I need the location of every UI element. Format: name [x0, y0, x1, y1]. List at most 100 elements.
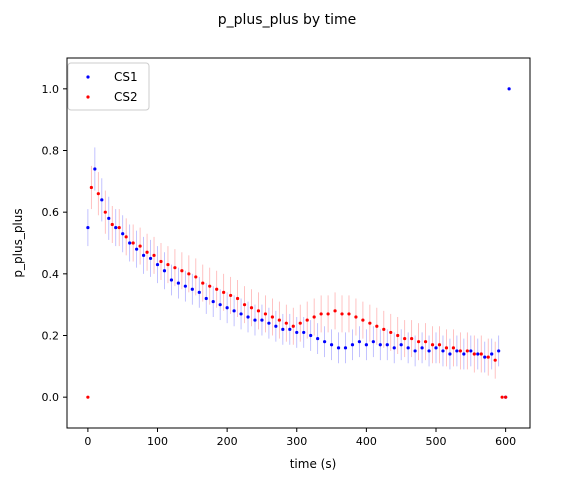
data-point-cs2 — [138, 244, 142, 248]
data-point-cs2 — [187, 272, 191, 276]
y-tick-label: 0.8 — [42, 145, 60, 158]
legend-label-cs1: CS1 — [114, 70, 138, 84]
data-point-cs1 — [253, 318, 257, 322]
data-point-cs1 — [183, 284, 187, 288]
data-point-cs1 — [204, 296, 208, 301]
data-point-cs2 — [312, 315, 316, 319]
data-point-cs2 — [430, 343, 435, 347]
data-point-cs1 — [483, 355, 487, 359]
data-point-cs1 — [455, 349, 459, 353]
data-point-cs1 — [316, 336, 320, 341]
data-point-cs2 — [493, 358, 497, 362]
data-point-cs1 — [107, 216, 111, 220]
data-point-cs1 — [343, 346, 348, 350]
data-point-cs2 — [96, 192, 100, 196]
x-tick-label: 400 — [356, 435, 377, 448]
data-point-cs1 — [176, 281, 180, 285]
data-point-cs1 — [357, 340, 362, 344]
data-point-cs2 — [326, 312, 330, 316]
data-point-cs1 — [225, 306, 229, 310]
data-point-cs2 — [242, 303, 247, 307]
data-point-cs2 — [423, 340, 428, 344]
x-tick-label: 600 — [495, 435, 516, 448]
data-point-cs2 — [117, 225, 121, 230]
data-point-cs1 — [93, 167, 97, 171]
data-point-cs2 — [215, 287, 219, 291]
data-point-cs1 — [497, 349, 501, 353]
legend-label-cs2: CS2 — [114, 90, 138, 104]
data-point-cs1 — [427, 349, 431, 353]
data-point-cs1 — [114, 225, 118, 230]
data-point-cs1 — [135, 247, 139, 251]
x-tick-label: 300 — [286, 435, 307, 448]
data-point-cs2 — [319, 312, 323, 316]
data-point-cs2 — [145, 250, 149, 254]
data-point-cs1 — [469, 349, 473, 353]
data-point-cs1 — [371, 340, 375, 344]
data-point-cs1 — [128, 241, 132, 245]
x-tick-label: 100 — [147, 435, 168, 448]
data-point-cs1 — [413, 349, 417, 353]
y-axis-label: p_plus_plus — [11, 208, 25, 277]
data-point-cs2 — [340, 312, 344, 316]
data-point-cs1 — [295, 330, 299, 335]
data-point-cs2 — [389, 330, 393, 335]
data-points — [86, 87, 511, 399]
data-point-cs2 — [201, 281, 205, 285]
x-axis-label: time (s) — [290, 457, 337, 471]
data-point-cs2 — [361, 318, 365, 322]
data-point-cs2 — [291, 324, 295, 328]
data-point-cs2 — [256, 309, 261, 313]
data-point-cs2 — [465, 349, 469, 353]
data-point-cs2 — [235, 296, 240, 301]
y-tick-label: 0.4 — [42, 268, 60, 281]
chart-title: p_plus_plus by time — [218, 12, 356, 28]
data-point-cs2 — [277, 318, 281, 322]
data-point-cs2 — [173, 266, 177, 270]
plot-frame — [66, 57, 531, 429]
data-point-cs2 — [124, 235, 128, 239]
data-point-cs1 — [302, 330, 306, 335]
data-point-cs2 — [222, 290, 226, 294]
y-tick-label: 0.6 — [42, 206, 60, 219]
data-point-cs1 — [434, 346, 438, 350]
data-point-cs2 — [166, 262, 170, 267]
data-point-cs1 — [385, 343, 389, 347]
data-point-cs1 — [507, 87, 511, 91]
data-point-cs1 — [288, 327, 292, 331]
data-point-cs1 — [260, 318, 264, 322]
data-point-cs1 — [350, 343, 355, 347]
data-point-cs2 — [270, 315, 274, 319]
data-point-cs2 — [194, 275, 198, 279]
data-point-cs1 — [267, 321, 271, 325]
data-point-cs2 — [152, 253, 156, 257]
data-point-cs1 — [406, 346, 410, 350]
data-point-cs2 — [417, 340, 421, 344]
x-tick-label: 500 — [426, 435, 447, 448]
y-axis-ticks: 0.0 0.2 0.4 0.6 0.8 1.0 — [42, 83, 67, 404]
data-point-cs2 — [382, 327, 386, 331]
data-point-cs1 — [86, 225, 90, 230]
data-point-cs1 — [323, 340, 327, 344]
data-point-cs1 — [190, 287, 194, 291]
data-point-cs1 — [329, 343, 334, 347]
data-point-cs1 — [232, 309, 236, 313]
data-point-cs2 — [298, 321, 302, 325]
data-point-cs2 — [504, 395, 508, 399]
data-point-cs2 — [159, 259, 163, 264]
data-point-cs2 — [249, 306, 254, 310]
data-point-cs1 — [148, 256, 153, 261]
data-point-cs1 — [364, 343, 368, 347]
data-point-cs1 — [162, 269, 167, 273]
data-point-cs1 — [121, 232, 125, 236]
data-point-cs1 — [476, 352, 480, 356]
data-point-cs2 — [472, 352, 476, 356]
data-point-cs2 — [479, 352, 483, 356]
x-tick-label: 200 — [217, 435, 238, 448]
data-point-cs1 — [141, 253, 146, 257]
y-tick-label: 0.0 — [42, 391, 60, 404]
y-tick-label: 1.0 — [42, 83, 60, 96]
data-point-cs2 — [375, 324, 379, 328]
data-point-cs1 — [490, 352, 494, 356]
